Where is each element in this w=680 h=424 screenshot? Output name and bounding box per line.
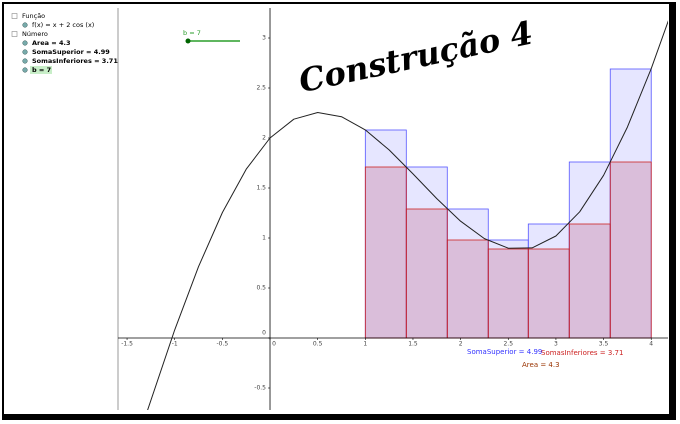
upper-sum-label: SomaSuperior = 4.99	[467, 348, 542, 356]
x-tick-label: 4	[649, 341, 653, 348]
x-tick-label: -1	[172, 341, 178, 348]
x-tick-label: 3.5	[599, 341, 609, 348]
bars	[364, 68, 652, 339]
lower-bar	[609, 161, 652, 339]
lower-bar	[405, 208, 448, 339]
y-tick-label: 0.5	[256, 285, 266, 292]
collapse-toggle[interactable]	[11, 31, 18, 37]
x-tick-label: 2	[459, 341, 463, 348]
area-label: Area = 4.3	[522, 361, 560, 369]
x-tick-label: 1	[363, 341, 367, 348]
lower-bar	[364, 166, 407, 339]
y-tick-label: 2.5	[256, 85, 266, 92]
algebra-item[interactable]: f(x) = x + 2 cos (x)	[32, 21, 94, 29]
x-tick-label: 0.5	[313, 341, 323, 348]
algebra-item[interactable]: SomaSuperior = 4.99	[32, 48, 110, 56]
y-tick-label: 2	[262, 135, 266, 142]
upper-bar	[364, 129, 407, 339]
slider-label: b = 7	[183, 29, 201, 37]
graphics-view: -1.5 -1 -0.5 0 0.5 1 1.5 2 2.5 3 3.5 4 -0.5 0 0.5 1 1.5 2…	[118, 8, 668, 410]
upper-bar	[609, 68, 652, 339]
x-tick-label: 2.5	[503, 341, 513, 348]
algebra-item[interactable]: Area = 4.3	[32, 39, 71, 47]
x-tick-label: 0	[272, 341, 276, 348]
visibility-toggle[interactable]	[22, 58, 28, 64]
y-tick-label: 3	[262, 35, 266, 42]
visibility-toggle[interactable]	[22, 22, 28, 28]
visibility-toggle[interactable]	[22, 49, 28, 55]
upper-bar	[527, 223, 570, 339]
upper-bar	[568, 161, 611, 339]
visibility-toggle[interactable]	[22, 67, 28, 73]
lower-bar	[527, 248, 570, 339]
group-title: Número	[22, 30, 48, 38]
item-highlight	[30, 66, 52, 74]
group-title: Função	[22, 12, 45, 20]
lower-bar	[487, 248, 529, 339]
visibility-toggle[interactable]	[22, 40, 28, 46]
curve	[147, 20, 668, 410]
collapse-toggle[interactable]	[11, 13, 18, 19]
slider-handle[interactable]	[185, 38, 191, 44]
y-tick-label: 0	[262, 330, 266, 337]
upper-bar	[487, 239, 529, 339]
x-tick-label: -0.5	[216, 341, 228, 348]
axes: -1.5 -1 -0.5 0 0.5 1 1.5 2 2.5 3 3.5 4 -0.5 0 0.5 1 1.5 2…	[118, 8, 668, 410]
algebra-item[interactable]: b = 7	[32, 66, 51, 74]
x-tick-label: 1.5	[408, 341, 418, 348]
algebra-item[interactable]: SomasInferiores = 3.71	[32, 57, 118, 65]
x-tick-label: 3	[554, 341, 558, 348]
y-tick-label: 1.5	[256, 185, 266, 192]
lower-bar	[446, 239, 489, 339]
x-tick-label: -1.5	[121, 341, 133, 348]
y-tick-label: -0.5	[254, 385, 266, 392]
lower-sum-label: SomasInferiores = 3.71	[541, 349, 623, 357]
y-tick-label: 1	[262, 235, 266, 242]
lower-bar	[568, 223, 611, 339]
frame	[4, 4, 669, 414]
